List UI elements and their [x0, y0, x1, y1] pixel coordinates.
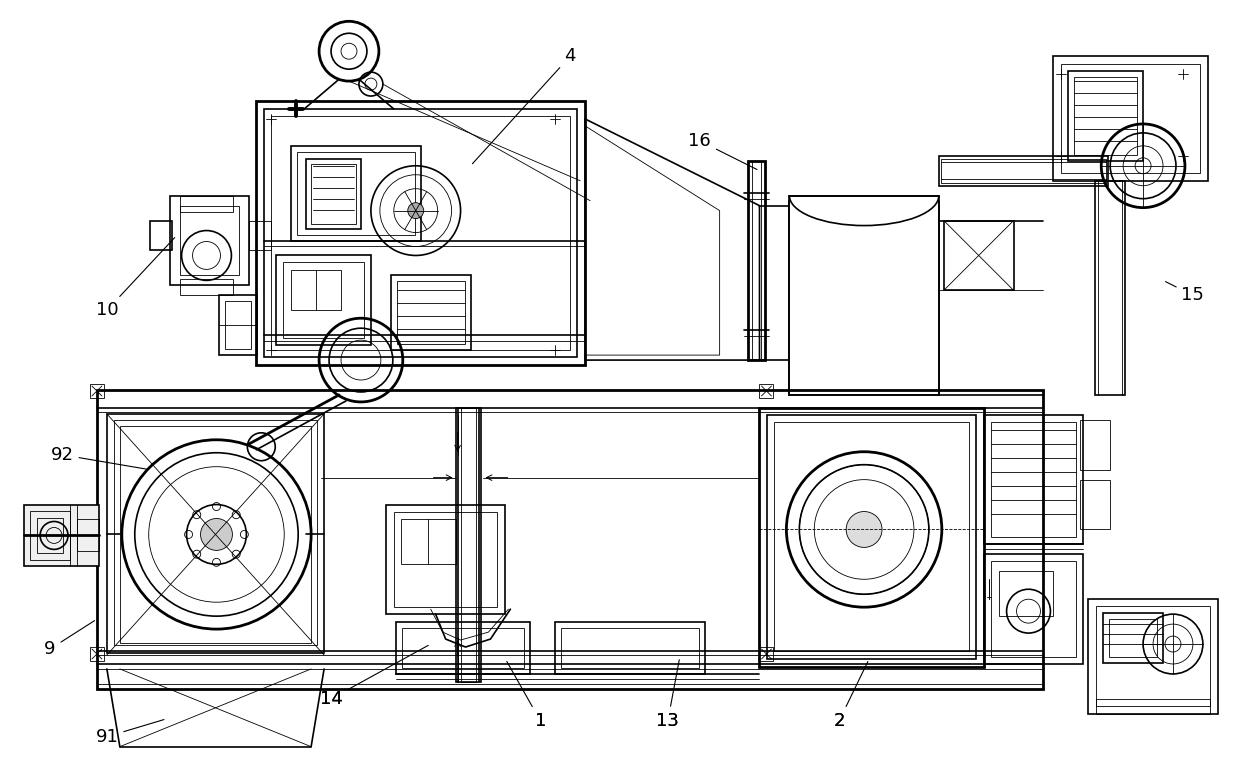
Bar: [1061, 64, 1200, 172]
Bar: [1054, 56, 1208, 181]
Bar: [226, 301, 252, 349]
Text: 14: 14: [320, 645, 428, 708]
Bar: [983, 415, 1084, 545]
Bar: [180, 206, 239, 275]
Text: 4: 4: [472, 47, 575, 164]
Bar: [759, 647, 774, 661]
Bar: [1104, 613, 1163, 663]
Bar: [219, 295, 258, 355]
Bar: [311, 164, 356, 224]
Bar: [768, 415, 976, 659]
Bar: [941, 159, 1106, 182]
Bar: [1080, 420, 1110, 470]
Text: 91: 91: [95, 720, 164, 745]
Bar: [751, 161, 761, 360]
Bar: [1095, 181, 1125, 395]
Text: 92: 92: [51, 446, 148, 469]
Circle shape: [201, 519, 232, 550]
Text: 15: 15: [1166, 282, 1204, 304]
Bar: [120, 426, 311, 643]
Text: 14: 14: [320, 690, 342, 708]
Bar: [1069, 71, 1143, 161]
Text: 2: 2: [833, 662, 868, 729]
Bar: [1110, 619, 1157, 657]
Bar: [272, 116, 570, 350]
Bar: [790, 195, 939, 395]
Bar: [748, 161, 765, 360]
Bar: [983, 555, 1084, 664]
Text: 13: 13: [656, 660, 680, 729]
Bar: [37, 517, 63, 553]
Text: 13: 13: [656, 712, 680, 729]
Bar: [386, 504, 506, 614]
Text: 10: 10: [95, 237, 175, 319]
Bar: [391, 275, 470, 350]
Bar: [562, 628, 698, 668]
Bar: [396, 622, 531, 674]
Bar: [397, 282, 465, 344]
Bar: [180, 279, 233, 295]
Bar: [775, 422, 968, 651]
Bar: [77, 520, 99, 552]
Bar: [291, 270, 341, 311]
Bar: [277, 256, 371, 345]
Bar: [298, 152, 414, 234]
Bar: [939, 156, 1109, 185]
Bar: [283, 262, 363, 338]
Bar: [114, 420, 317, 645]
Text: 2: 2: [833, 712, 844, 729]
Circle shape: [408, 203, 424, 218]
Bar: [1074, 77, 1137, 155]
Bar: [402, 628, 525, 668]
Bar: [249, 221, 272, 250]
Bar: [998, 571, 1054, 617]
Bar: [291, 146, 420, 240]
Bar: [180, 195, 233, 211]
Circle shape: [846, 511, 882, 547]
Bar: [1096, 606, 1210, 706]
Text: 1: 1: [507, 662, 546, 729]
Bar: [455, 408, 481, 682]
Bar: [91, 384, 104, 398]
Text: 9: 9: [45, 620, 94, 658]
Bar: [759, 384, 774, 398]
Bar: [556, 622, 704, 674]
Bar: [1089, 599, 1218, 713]
Bar: [24, 504, 99, 566]
Bar: [1080, 480, 1110, 530]
Bar: [991, 422, 1076, 537]
Bar: [170, 195, 249, 285]
Bar: [264, 109, 577, 357]
Bar: [306, 159, 361, 229]
Bar: [944, 221, 1013, 291]
Bar: [460, 408, 475, 682]
Text: 16: 16: [688, 132, 756, 169]
Bar: [91, 647, 104, 661]
Bar: [107, 414, 324, 653]
Bar: [1096, 699, 1210, 713]
Bar: [759, 408, 983, 667]
Bar: [97, 390, 1043, 689]
Bar: [401, 520, 455, 565]
Bar: [30, 510, 69, 560]
Bar: [394, 511, 497, 607]
Bar: [257, 101, 585, 365]
Text: 1: 1: [534, 712, 546, 729]
Bar: [991, 562, 1076, 657]
Bar: [150, 221, 171, 250]
